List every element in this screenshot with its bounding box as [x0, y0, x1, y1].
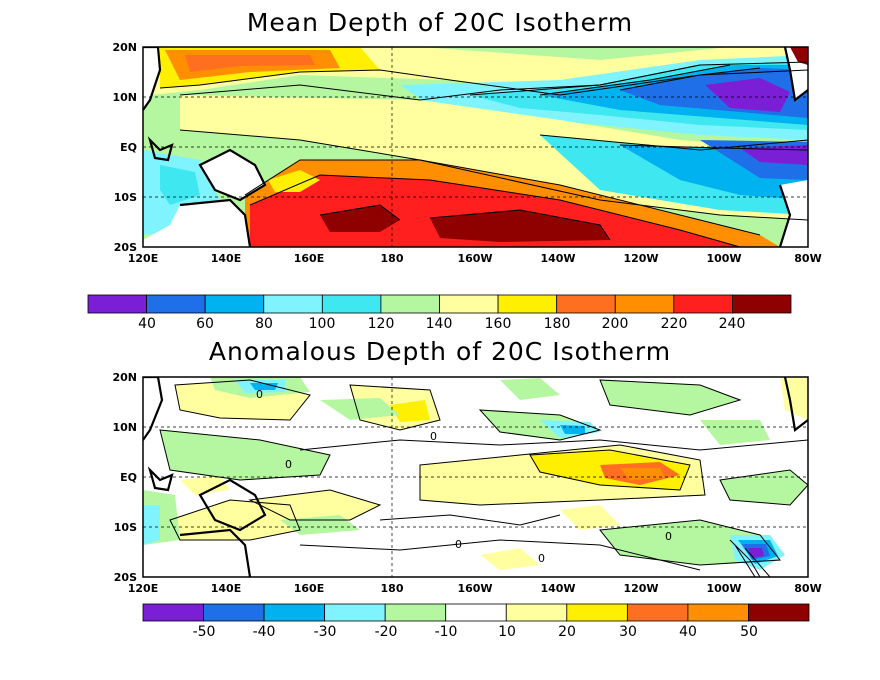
colorbar-swatch: [263, 294, 323, 314]
colorbar-2-tick-label: -10: [435, 624, 458, 640]
panel-2-lon-label: 140E: [211, 582, 241, 595]
colorbar-swatch: [556, 294, 616, 314]
anomaly-depth-map: [142, 376, 809, 578]
panel-1-lon-label: 80W: [794, 252, 821, 265]
panel-2-lon-label: 100W: [706, 582, 741, 595]
panel-2-lat-label: 20N: [112, 371, 137, 384]
colorbar-1-tick-label: 200: [602, 316, 629, 332]
panel-2-lat-label: 10N: [112, 421, 137, 434]
colorbar-swatch: [732, 294, 792, 314]
colorbar-swatch: [673, 294, 733, 314]
panel-2-lon-label: 140W: [540, 582, 575, 595]
panel-1-lon-label: 140E: [211, 252, 241, 265]
panel-2-lat-label: 10S: [114, 521, 137, 534]
colorbar-2-tick-label: 20: [558, 624, 576, 640]
mean-depth-colorbar: [87, 294, 792, 314]
panel-2-lon-label: 120W: [623, 582, 658, 595]
panel-2-lon-label: 160W: [457, 582, 492, 595]
colorbar-swatch: [497, 294, 558, 314]
panel-1-lon-label: 120W: [623, 252, 658, 265]
panel-2-lon-label: 180: [381, 582, 404, 595]
mean-depth-map: [142, 46, 809, 248]
colorbar-swatch: [263, 603, 326, 622]
panel-1-lat-label: 20S: [114, 241, 137, 254]
contour-label: 0: [665, 530, 672, 543]
panel-2-lat-label: EQ: [120, 471, 137, 484]
colorbar-1-tick-label: 240: [719, 316, 746, 332]
colorbar-2-tick-label: -20: [375, 624, 398, 640]
colorbar-swatch: [324, 603, 386, 622]
panel-2-lon-label: 120E: [128, 582, 158, 595]
panel-1-lon-label: 100W: [706, 252, 741, 265]
contour-label: 0: [256, 388, 263, 401]
colorbar-2-tick-label: -30: [314, 624, 337, 640]
colorbar-1-tick-label: 140: [426, 316, 453, 332]
colorbar-swatch: [566, 603, 628, 622]
panel-2-lon-label: 80W: [794, 582, 821, 595]
colorbar-2-tick-label: 40: [679, 624, 697, 640]
colorbar-1-tick-label: 160: [485, 316, 512, 332]
panel-1-lon-label: 160E: [294, 252, 324, 265]
colorbar-2-tick-label: 50: [740, 624, 758, 640]
contour-label: 0: [430, 430, 437, 443]
colorbar-swatch: [614, 294, 675, 314]
panel-2-title: Anomalous Depth of 20C Isotherm: [208, 337, 672, 366]
panel-1-title: Mean Depth of 20C Isotherm: [246, 8, 634, 37]
colorbar-swatch: [87, 294, 147, 314]
colorbar-2-tick-label: -40: [253, 624, 276, 640]
panel-1-lat-label: 10S: [114, 191, 137, 204]
panel-1-lon-label: 160W: [457, 252, 492, 265]
panel-1-lat-label: 10N: [112, 91, 137, 104]
panel-1-lon-label: 120E: [128, 252, 158, 265]
colorbar-swatch: [203, 603, 265, 622]
colorbar-swatch: [380, 294, 440, 314]
colorbar-swatch: [146, 294, 206, 314]
colorbar-1-tick-label: 120: [368, 316, 395, 332]
colorbar-1-tick-label: 80: [255, 316, 273, 332]
colorbar-2-tick-label: 30: [619, 624, 637, 640]
panel-1-lon-label: 140W: [540, 252, 575, 265]
colorbar-1-tick-label: 100: [309, 316, 336, 332]
colorbar-swatch: [439, 294, 499, 314]
colorbar-1-tick-label: 60: [196, 316, 214, 332]
colorbar-swatch: [142, 603, 204, 622]
colorbar-2-tick-label: -50: [193, 624, 216, 640]
contour-label: 0: [538, 552, 545, 565]
colorbar-swatch: [505, 603, 568, 622]
contour-label: 0: [455, 538, 462, 551]
colorbar-2-tick-label: 10: [498, 624, 516, 640]
colorbar-swatch: [321, 294, 382, 314]
colorbar-swatch: [626, 603, 689, 622]
colorbar-swatch: [384, 603, 447, 622]
colorbar-1-tick-label: 220: [661, 316, 688, 332]
colorbar-swatch: [204, 294, 265, 314]
colorbar-swatch: [445, 603, 507, 622]
colorbar-1-tick-label: 40: [138, 316, 156, 332]
panel-1-lat-label: EQ: [120, 141, 137, 154]
colorbar-1-tick-label: 180: [544, 316, 571, 332]
colorbar-swatch: [687, 603, 749, 622]
anomaly-depth-colorbar: [142, 603, 810, 622]
panel-1-lat-label: 20N: [112, 41, 137, 54]
panel-2-lat-label: 20S: [114, 571, 137, 584]
panel-1-lon-label: 180: [381, 252, 404, 265]
panel-2-lon-label: 160E: [294, 582, 324, 595]
contour-label: 0: [285, 458, 292, 471]
colorbar-swatch: [748, 603, 810, 622]
